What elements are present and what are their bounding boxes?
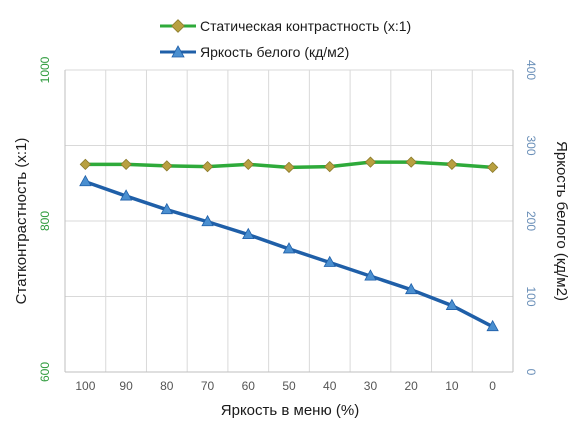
legend-marker-brightness (171, 45, 185, 58)
y-left-tick-label: 600 (38, 362, 52, 382)
data-point-brightness (119, 189, 133, 201)
axes (64, 70, 514, 373)
y-right-tick-label: 200 (524, 211, 538, 231)
data-point-contrast (79, 158, 92, 171)
x-axis-title: Яркость в меню (%) (221, 402, 359, 419)
x-tick-label: 90 (119, 379, 133, 393)
data-point-contrast (446, 158, 458, 171)
data-point-contrast (405, 156, 417, 168)
data-point-brightness (282, 242, 296, 254)
data-point-contrast (201, 160, 214, 173)
legend-label-contrast: Статическая контрастность (x:1) (200, 18, 411, 34)
data-point-contrast (486, 161, 499, 174)
x-tick-label: 70 (201, 379, 215, 393)
data-point-brightness (242, 227, 255, 239)
grid (64, 69, 514, 373)
legend-marker-contrast (171, 19, 185, 33)
data-point-brightness (160, 202, 173, 215)
x-tick-label: 30 (364, 379, 378, 393)
legend: Статическая контрастность (x:1) Яркость … (160, 18, 411, 60)
data-point-brightness (486, 319, 499, 332)
data-point-brightness (405, 282, 418, 295)
x-tick-label: 50 (282, 379, 296, 393)
y-axis-left-title: Статконтрастность (x:1) (13, 138, 30, 305)
data-point-brightness (323, 255, 336, 267)
data-point-brightness (201, 214, 214, 227)
data-point-contrast (161, 160, 173, 172)
y-right-tick-label: 0 (524, 369, 538, 376)
y-right-tick-label: 100 (524, 286, 538, 306)
data-point-contrast (242, 158, 254, 171)
y-left-tick-label: 800 (38, 211, 52, 231)
x-tick-label: 100 (75, 379, 95, 393)
data-point-brightness (445, 298, 459, 310)
data-point-brightness (79, 174, 92, 187)
x-tick-label: 10 (445, 379, 459, 393)
data-point-contrast (120, 158, 132, 171)
ticks: 100 90 80 70 60 50 40 30 20 10 0100080060040030020… (38, 56, 538, 393)
y-right-tick-label: 400 (524, 60, 538, 80)
y-right-tick-label: 300 (524, 135, 538, 155)
series (79, 156, 499, 332)
legend-label-brightness: Яркость белого (кд/м2) (200, 44, 349, 60)
x-tick-label: 60 (242, 379, 256, 393)
x-tick-label: 40 (323, 379, 337, 393)
y-left-tick-label: 1000 (38, 56, 52, 83)
y-axis-right-title: Яркость белого (кд/м2) (553, 141, 570, 301)
data-point-contrast (283, 161, 295, 174)
x-tick-label: 80 (160, 379, 174, 393)
x-tick-label: 20 (405, 379, 419, 393)
x-tick-label: 0 (489, 379, 496, 393)
data-point-contrast (324, 160, 336, 173)
data-point-brightness (364, 269, 377, 281)
data-point-contrast (364, 156, 377, 168)
